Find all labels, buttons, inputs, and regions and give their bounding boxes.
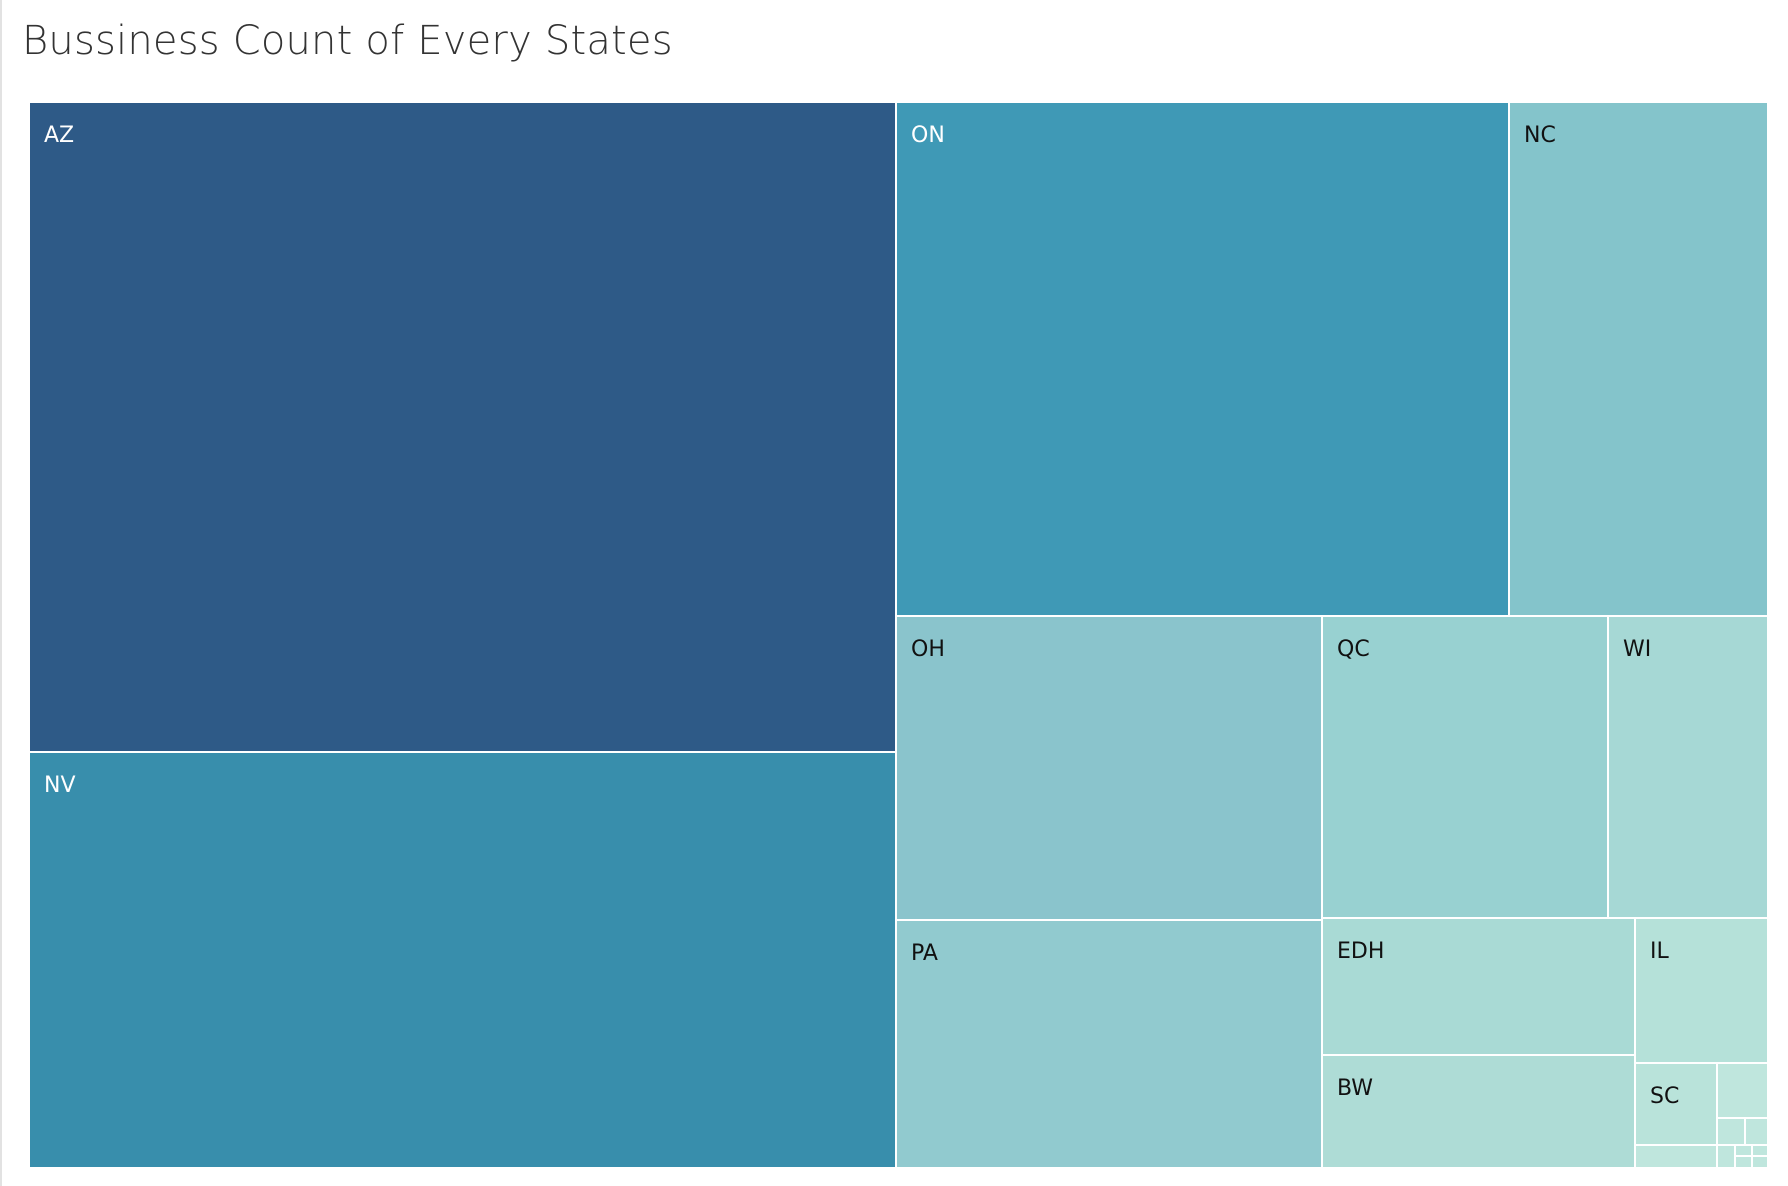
tile-pa[interactable] xyxy=(895,919,1323,1169)
tile-nv[interactable] xyxy=(28,751,897,1169)
tile-label-nc: NC xyxy=(1524,123,1556,148)
tile-qc[interactable] xyxy=(1321,615,1609,919)
tile-oh[interactable] xyxy=(895,615,1323,921)
tile-label-on: ON xyxy=(911,123,945,148)
tile-small-7[interactable] xyxy=(1751,1144,1769,1157)
tile-label-qc: QC xyxy=(1337,637,1370,662)
tile-label-il: IL xyxy=(1650,939,1669,964)
tile-wi[interactable] xyxy=(1607,615,1769,919)
tile-small-4[interactable] xyxy=(1744,1117,1769,1146)
tile-label-nv: NV xyxy=(44,773,76,798)
tile-small-8[interactable] xyxy=(1734,1155,1753,1169)
tile-small-5[interactable] xyxy=(1716,1144,1736,1169)
tile-az[interactable] xyxy=(28,101,897,753)
tile-label-sc: SC xyxy=(1650,1084,1679,1109)
left-border xyxy=(0,0,2,1186)
tile-label-edh: EDH xyxy=(1337,939,1384,964)
tile-label-bw: BW xyxy=(1337,1076,1373,1101)
tile-small-6[interactable] xyxy=(1734,1144,1753,1157)
tile-label-az: AZ xyxy=(44,123,74,148)
chart-title: Bussiness Count of Every States xyxy=(22,18,673,64)
tile-small-9[interactable] xyxy=(1751,1155,1769,1169)
tile-label-oh: OH xyxy=(911,637,945,662)
tile-small-1[interactable] xyxy=(1634,1144,1718,1169)
tile-on[interactable] xyxy=(895,101,1510,617)
tile-bw[interactable] xyxy=(1321,1054,1636,1169)
tile-label-wi: WI xyxy=(1623,637,1651,662)
tile-edh[interactable] xyxy=(1321,917,1636,1056)
tile-label-pa: PA xyxy=(911,941,938,966)
tile-il[interactable] xyxy=(1634,917,1769,1064)
tile-small-3[interactable] xyxy=(1716,1117,1746,1146)
tile-small-2[interactable] xyxy=(1716,1062,1769,1119)
tile-nc[interactable] xyxy=(1508,101,1769,617)
